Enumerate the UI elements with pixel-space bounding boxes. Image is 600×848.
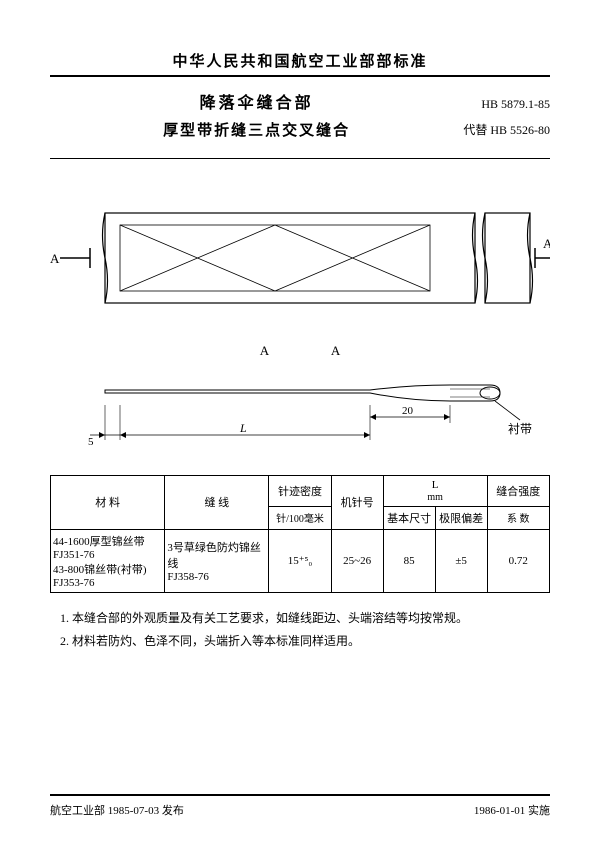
note-1: 1. 本缝合部的外观质量及有关工艺要求，如缝线距边、头端溶结等均按常规。: [60, 607, 550, 630]
cell-thread: 3号草绿色防灼锦丝线 FJ358-76: [165, 529, 269, 592]
title-block: 降落伞缝合部 厚型带折缝三点交叉缝合 HB 5879.1-85 代替 HB 55…: [50, 89, 550, 144]
th-density: 针迹密度: [269, 475, 331, 506]
cell-tol: ±5: [435, 529, 487, 592]
label-a-left: A: [50, 251, 60, 266]
th-thread: 缝 线: [165, 475, 269, 529]
svg-text:A: A: [543, 236, 550, 251]
replaces: 代替 HB 5526-80: [463, 117, 550, 143]
notes: 1. 本缝合部的外观质量及有关工艺要求，如缝线距边、头端溶结等均按常规。 2. …: [50, 607, 550, 653]
th-strength-unit: 系 数: [487, 506, 549, 529]
th-strength: 缝合强度: [487, 475, 549, 506]
diagram-section: 衬带 20 L 5: [50, 365, 550, 455]
cell-material: 44-1600厚型锦丝带 FJ351-76 43-800锦丝带(衬带) FJ35…: [51, 529, 165, 592]
subtitle-1: 降落伞缝合部: [50, 89, 463, 113]
spec-table: 材 料 缝 线 针迹密度 机针号 Lmm 缝合强度 针/100毫米 基本尺寸 极…: [50, 475, 550, 593]
th-tol: 极限偏差: [435, 506, 487, 529]
table-row: 44-1600厚型锦丝带 FJ351-76 43-800锦丝带(衬带) FJ35…: [51, 529, 550, 592]
diagram-top: A A: [50, 183, 550, 333]
note-2: 2. 材料若防灼、色泽不同，头端折入等本标准同样适用。: [60, 630, 550, 653]
svg-text:L: L: [239, 421, 247, 435]
th-needle: 机针号: [331, 475, 383, 529]
svg-text:20: 20: [402, 405, 414, 417]
rule-mid: [50, 158, 550, 159]
rule-top: [50, 75, 550, 77]
cell-density: 15⁺⁵₀: [269, 529, 331, 592]
svg-text:衬带: 衬带: [508, 422, 532, 436]
th-basic: 基本尺寸: [383, 506, 435, 529]
cell-basic: 85: [383, 529, 435, 592]
standard-number: HB 5879.1-85: [463, 91, 550, 117]
section-label: A A: [80, 343, 550, 359]
org-title: 中华人民共和国航空工业部部标准: [50, 50, 550, 71]
svg-text:5: 5: [88, 436, 94, 448]
cell-needle: 25~26: [331, 529, 383, 592]
cell-strength: 0.72: [487, 529, 549, 592]
subtitle-2: 厚型带折缝三点交叉缝合: [50, 119, 463, 140]
footer-right: 1986-01-01 实施: [474, 802, 550, 818]
th-l: Lmm: [383, 475, 487, 506]
th-material: 材 料: [51, 475, 165, 529]
footer-left: 航空工业部 1985-07-03 发布: [50, 802, 184, 818]
footer: 航空工业部 1985-07-03 发布 1986-01-01 实施: [50, 794, 550, 818]
th-density-unit: 针/100毫米: [269, 506, 331, 529]
